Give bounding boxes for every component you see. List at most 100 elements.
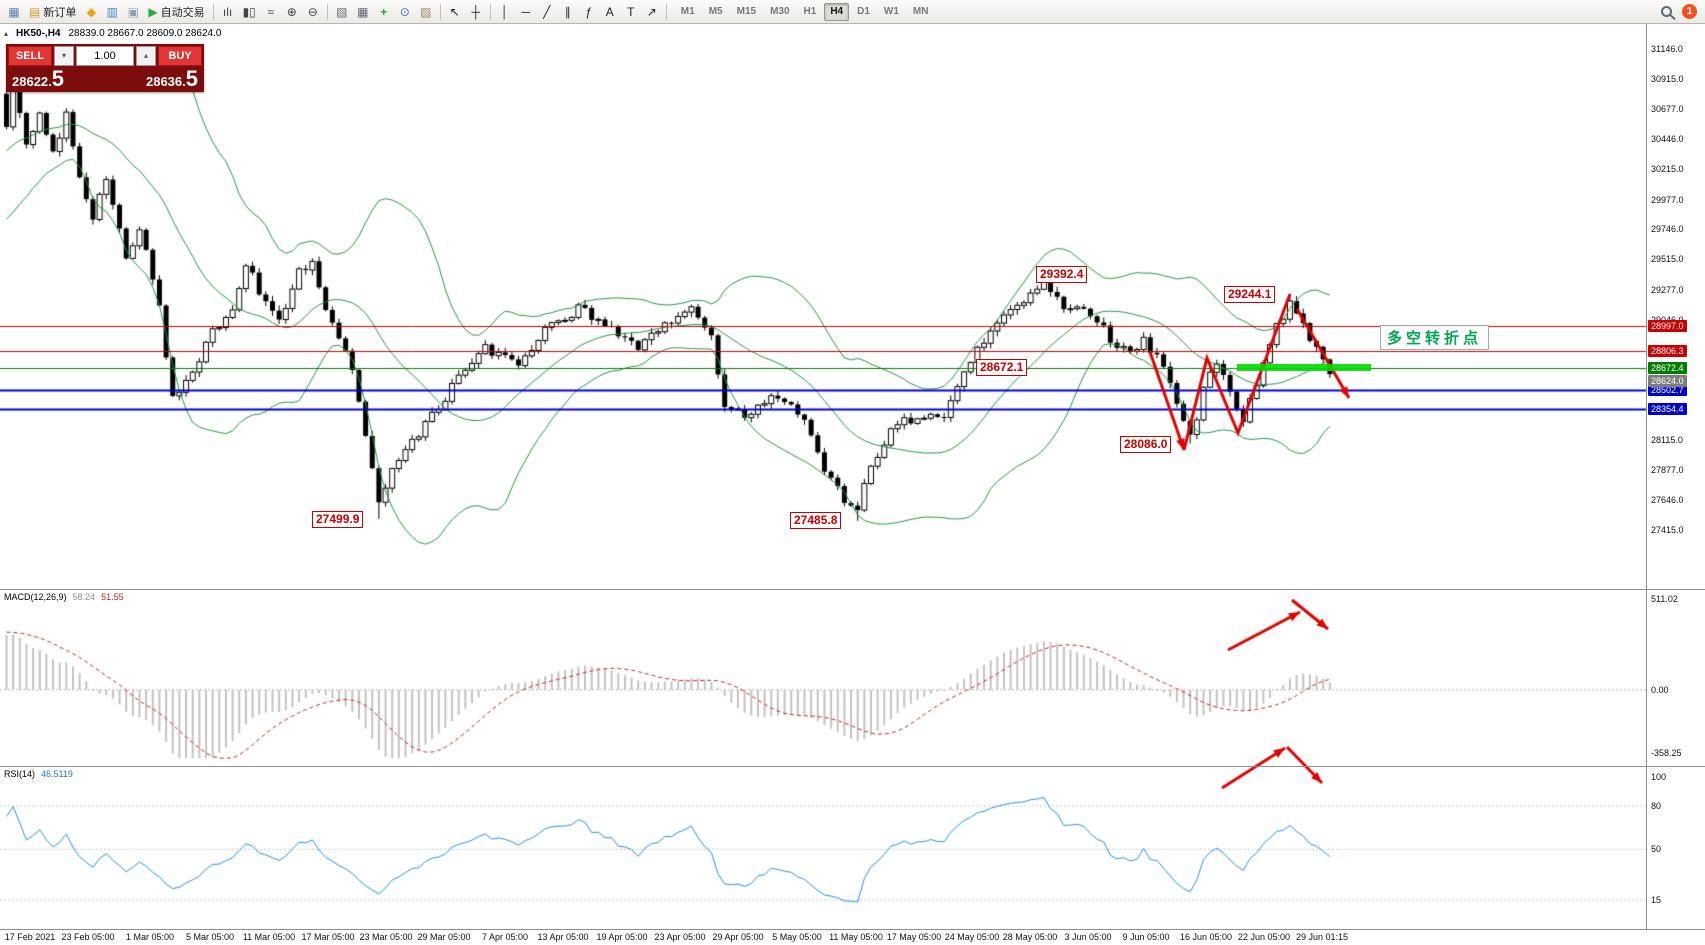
timeframe-d1[interactable]: D1	[857, 5, 870, 17]
sell-button[interactable]: SELL	[8, 46, 52, 66]
toolbar-separator	[212, 3, 214, 20]
timeframe-m15[interactable]: M15	[736, 5, 757, 17]
timeframe-m1[interactable]: M1	[680, 5, 695, 17]
templates-button[interactable]: ▨	[416, 2, 436, 22]
vertical-line-icon: │	[501, 4, 509, 19]
zoom-out-button[interactable]: ⊖	[303, 2, 323, 22]
trendline-button[interactable]: ╱	[537, 2, 557, 22]
indicators-button[interactable]: +	[374, 2, 394, 22]
time-axis-label: 22 Jun 05:00	[1237, 932, 1291, 942]
price-axis-border	[1646, 24, 1647, 929]
label-button[interactable]: T	[621, 2, 641, 22]
chart-window: ▴ HK50-,H4 28839.0 28667.0 28609.0 28624…	[0, 24, 1705, 945]
periods-button[interactable]: ⊙	[395, 2, 415, 22]
bars-chart-button[interactable]: ılı	[218, 2, 238, 22]
time-axis-label: 19 Apr 05:00	[596, 932, 648, 942]
time-axis-label: 11 Mar 05:00	[242, 932, 296, 942]
volume-decrease-button[interactable]: ▾	[54, 46, 74, 66]
rsi-title: RSI(14)	[4, 769, 36, 779]
price-axis-tick: 29746.0	[1651, 224, 1684, 235]
toolbar-separator	[326, 3, 328, 20]
search-icon[interactable]	[1661, 6, 1672, 17]
volume-input[interactable]	[76, 46, 134, 66]
level-price-label: 28354.4	[1648, 402, 1687, 415]
data-window-icon[interactable]: ▣	[123, 2, 143, 22]
indicators-icon: +	[380, 4, 388, 19]
rsi-value: 46.5119	[41, 769, 73, 779]
crosshair-icon: ┼	[471, 4, 481, 19]
new-order-button[interactable]: ▤ 新订单	[25, 2, 80, 22]
macd-panel-splitter[interactable]	[0, 589, 1705, 590]
time-axis-label: 3 Jun 05:00	[1064, 932, 1112, 942]
time-axis-label: 17 Mar 05:00	[301, 932, 355, 942]
fibonacci-icon: ƒ	[585, 4, 593, 19]
timeframe-m5[interactable]: M5	[708, 5, 723, 17]
macd-title: MACD(12,26,9)	[4, 592, 67, 602]
line-chart-button[interactable]: ≈	[261, 2, 281, 22]
price-chart-canvas[interactable]	[0, 24, 1647, 929]
timeframe-h4[interactable]: H4	[824, 2, 850, 21]
rsi-panel-splitter[interactable]	[0, 766, 1705, 767]
crosshair-button[interactable]: ┼	[466, 2, 486, 22]
toolbar-buttons: ▦ ▤ 新订单 ◆ ▥ ▣ ▶ 自动交易 ılı ▮▯ ≈ ⊕ ⊖ ▧ ▦ + ⊙ ▨ ↖ ┼ │ ─ ╱ ∥ ƒ A T ↗	[4, 2, 670, 22]
rsi-axis-label: 80	[1651, 800, 1662, 811]
text-button[interactable]: A	[600, 2, 620, 22]
rsi-axis-label: 50	[1651, 844, 1662, 855]
mql-community-icon-icon: ◆	[86, 4, 96, 19]
horizontal-line-button[interactable]: ─	[516, 2, 536, 22]
time-axis-label: 16 Jun 05:00	[1179, 932, 1233, 942]
market-watch-icon[interactable]: ▥	[102, 2, 122, 22]
rsi-indicator-header: RSI(14) 46.5119	[4, 769, 73, 779]
volume-increase-button[interactable]: ▴	[136, 46, 156, 66]
current-price-label: 28624.0	[1648, 375, 1687, 388]
price-axis-tick: 29277.0	[1651, 284, 1684, 295]
zoom-out-icon: ⊖	[307, 4, 318, 19]
vertical-line-button[interactable]: │	[495, 2, 515, 22]
macd-signal-value: 51.55	[101, 592, 124, 602]
cascade-windows-button[interactable]: ▧	[332, 2, 352, 22]
price-axis-tick: 30446.0	[1651, 134, 1684, 145]
price-axis-tick: 30677.0	[1651, 104, 1684, 115]
mql-community-icon[interactable]: ◆	[81, 2, 101, 22]
macd-axis-label: -358.25	[1651, 748, 1682, 759]
macd-axis-label: 0.00	[1651, 684, 1669, 695]
templates-icon: ▨	[420, 4, 432, 19]
notification-badge[interactable]: 1	[1682, 4, 1697, 19]
autotrading-icon: ▶	[148, 4, 158, 19]
timeframe-m30[interactable]: M30	[770, 5, 790, 17]
timeframe-h1[interactable]: H1	[803, 5, 817, 17]
fibonacci-button[interactable]: ƒ	[579, 2, 599, 22]
line-chart-icon: ≈	[267, 4, 275, 19]
toolbar: ▦ ▤ 新订单 ◆ ▥ ▣ ▶ 自动交易 ılı ▮▯ ≈ ⊕ ⊖ ▧ ▦ + ⊙ ▨ ↖ ┼ │ ─ ╱ ∥ ƒ A T ↗ M1 M…	[0, 0, 1705, 24]
channel-button[interactable]: ∥	[558, 2, 578, 22]
chart-header: ▴ HK50-,H4 28839.0 28667.0 28609.0 28624…	[4, 28, 221, 39]
new-order-button-label: 新订单	[43, 6, 77, 19]
timeframe-mn[interactable]: MN	[912, 5, 929, 17]
candles-chart-button[interactable]: ▮▯	[239, 2, 260, 22]
arrows-button[interactable]: ↗	[642, 2, 662, 22]
buy-price: 28636.5	[145, 66, 198, 91]
timeframe-group: M1 M5 M15 M30 H1 H4 D1 W1 MN	[674, 2, 936, 21]
time-axis-label: 13 Apr 05:00	[537, 932, 589, 942]
label-icon: T	[627, 4, 635, 19]
time-axis-label: 11 May 05:00	[829, 932, 883, 942]
new-chart-button[interactable]: ▦	[4, 2, 24, 22]
price-axis-tick: 30215.0	[1651, 164, 1684, 175]
cascade-windows-icon: ▧	[336, 4, 348, 19]
time-axis-label: 23 Apr 05:00	[654, 932, 706, 942]
one-click-toggle-icon[interactable]: ▴	[4, 29, 9, 38]
price-axis-tick: 27415.0	[1651, 525, 1684, 535]
price-axis-tick: 27646.0	[1651, 495, 1684, 506]
buy-button[interactable]: BUY	[158, 46, 202, 66]
price-axis-tick: 29046.0	[1651, 315, 1684, 325]
macd-indicator-header: MACD(12,26,9) 58.24 51.55	[4, 592, 124, 602]
zoom-in-button[interactable]: ⊕	[282, 2, 302, 22]
tile-windows-button[interactable]: ▦	[353, 2, 373, 22]
autotrading-button[interactable]: ▶ 自动交易	[144, 2, 208, 22]
cursor-button[interactable]: ↖	[445, 2, 465, 22]
one-click-trading-panel: SELL ▾ ▴ BUY 28622.5 28636.5	[6, 44, 204, 92]
timeframe-w1[interactable]: W1	[883, 5, 899, 17]
arrows-icon: ↗	[646, 4, 657, 19]
market-watch-icon-icon: ▥	[106, 4, 119, 19]
new-chart-icon: ▦	[8, 4, 20, 19]
